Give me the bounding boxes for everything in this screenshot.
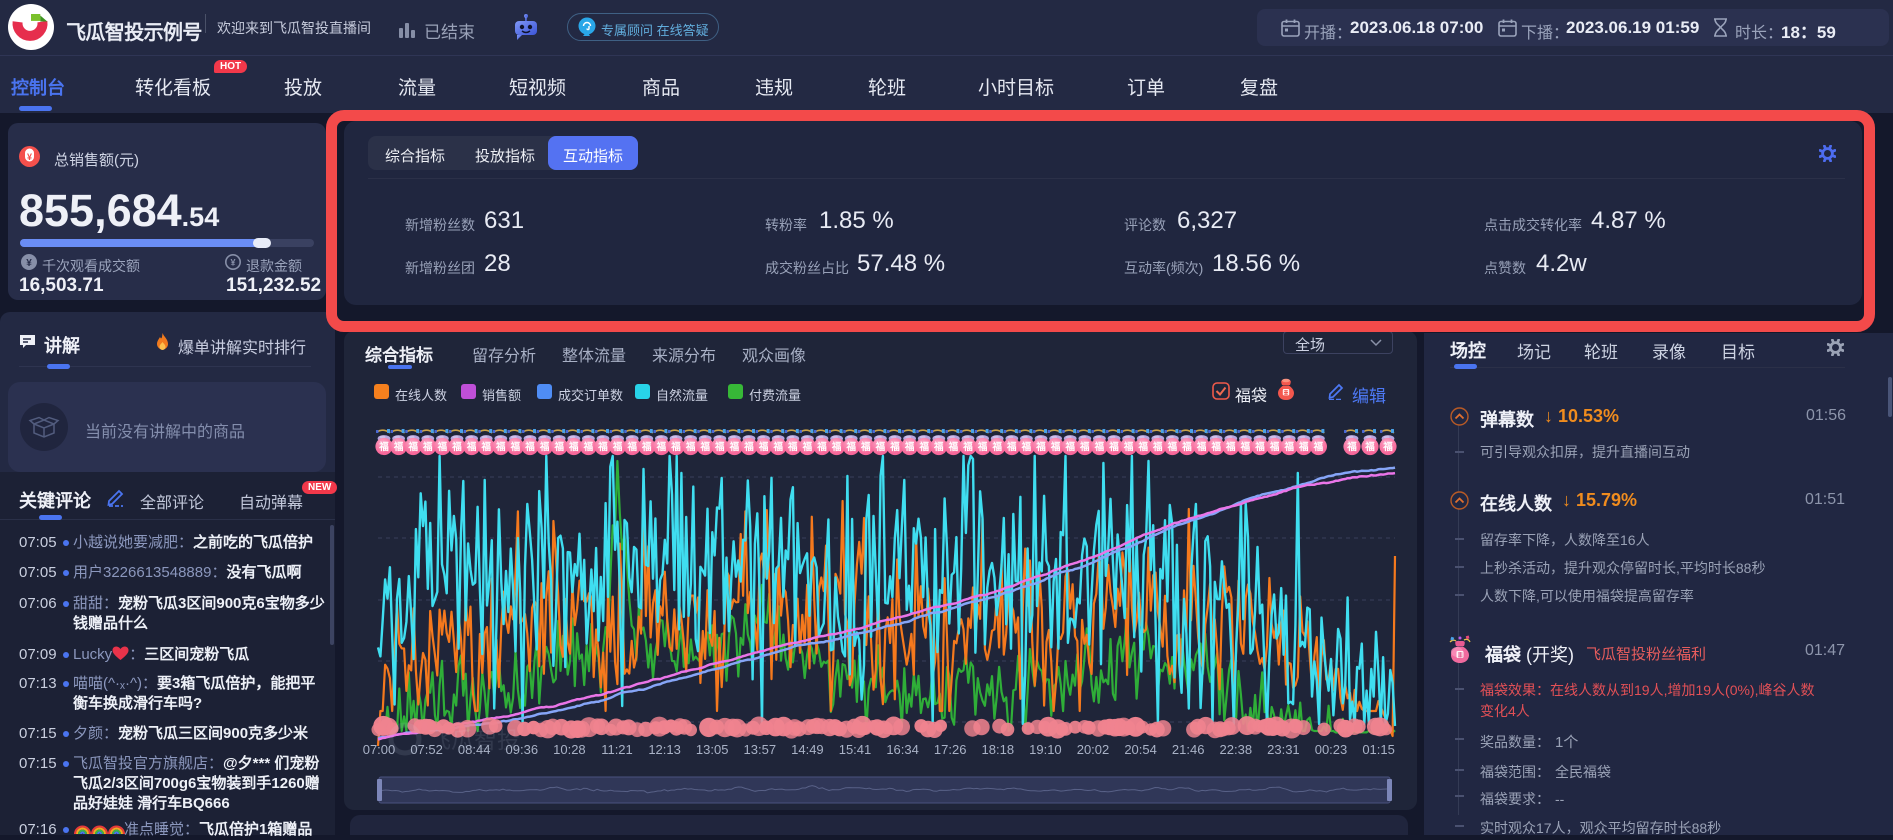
svg-text:16:34: 16:34: [886, 742, 919, 757]
svg-text:07:00: 07:00: [363, 742, 396, 757]
svg-text:13:05: 13:05: [696, 742, 729, 757]
svg-text:¥: ¥: [27, 152, 32, 162]
svg-text:11:21: 11:21: [601, 742, 633, 757]
svg-text:¥: ¥: [26, 258, 32, 269]
svg-text:20:54: 20:54: [1124, 742, 1157, 757]
svg-text:21:46: 21:46: [1172, 742, 1205, 757]
svg-text:18:18: 18:18: [982, 742, 1015, 757]
svg-text:13:57: 13:57: [744, 742, 777, 757]
svg-text:14:49: 14:49: [791, 742, 824, 757]
svg-text:19:10: 19:10: [1029, 742, 1062, 757]
svg-text:飞瓜智投: 飞瓜智投: [428, 727, 520, 753]
svg-text:17:26: 17:26: [934, 742, 967, 757]
svg-text:10:28: 10:28: [553, 742, 586, 757]
svg-text:¥: ¥: [230, 258, 235, 268]
svg-text:22:38: 22:38: [1220, 742, 1253, 757]
svg-text:15:41: 15:41: [839, 742, 872, 757]
svg-text:12:13: 12:13: [648, 742, 681, 757]
svg-text:20:02: 20:02: [1077, 742, 1110, 757]
svg-text:08:44: 08:44: [458, 742, 491, 757]
svg-text:00:23: 00:23: [1315, 742, 1348, 757]
svg-text:01:15: 01:15: [1362, 742, 1395, 757]
svg-text:23:31: 23:31: [1267, 742, 1300, 757]
svg-text:07:52: 07:52: [410, 742, 443, 757]
svg-text:09:36: 09:36: [506, 742, 539, 757]
